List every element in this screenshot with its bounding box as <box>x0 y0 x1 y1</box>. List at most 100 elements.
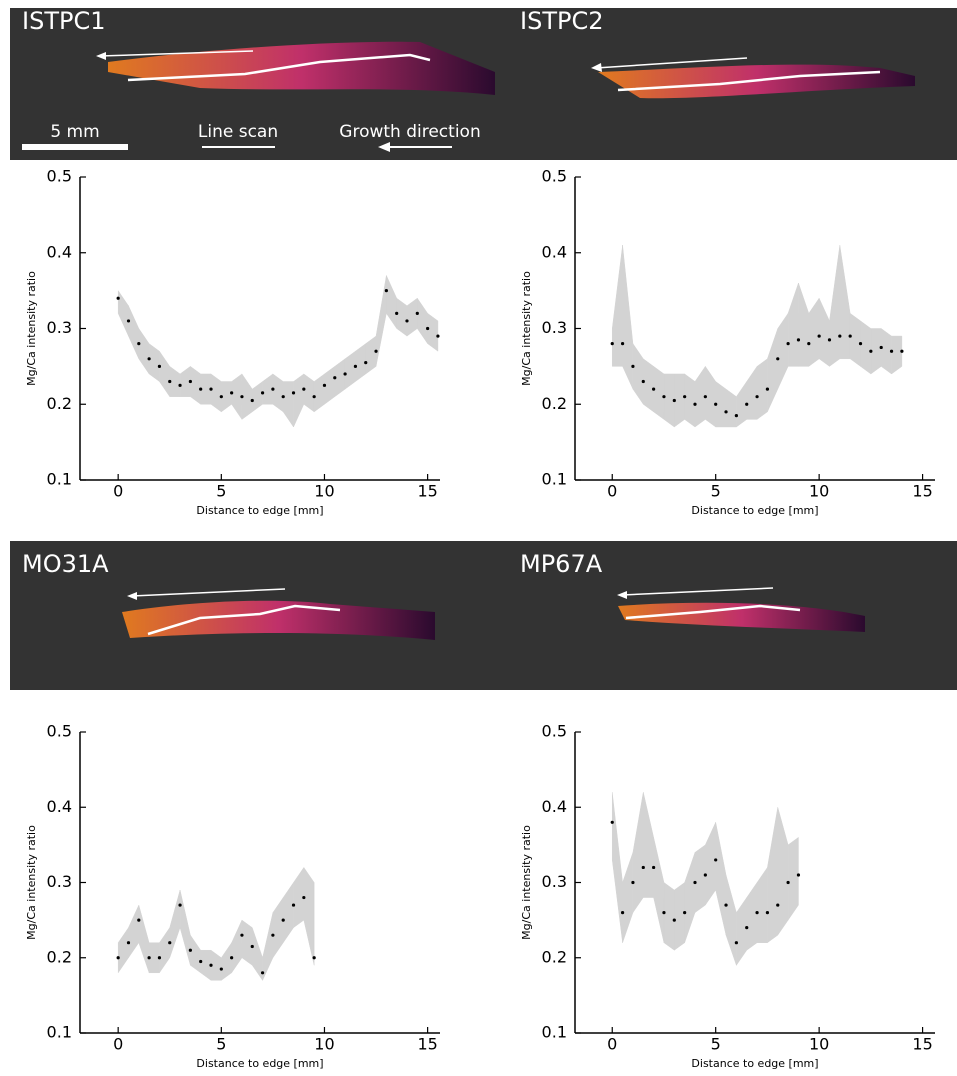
range-band <box>273 898 283 958</box>
data-point <box>787 881 790 884</box>
data-point <box>652 388 655 391</box>
data-point <box>137 919 140 922</box>
data-point <box>127 941 130 944</box>
range-band <box>345 351 355 389</box>
data-point <box>416 312 419 315</box>
range-band <box>850 313 860 366</box>
data-point <box>178 903 181 906</box>
x-tick-label: 0 <box>607 482 617 501</box>
scale-label: 5 mm <box>50 122 99 142</box>
x-tick-label: 15 <box>912 482 932 501</box>
range-band <box>788 283 798 366</box>
panel-title: ISTPC2 <box>520 7 603 35</box>
data-point <box>354 365 357 368</box>
data-point <box>900 350 903 353</box>
data-point <box>251 945 254 948</box>
x-tick-label: 10 <box>314 1035 334 1054</box>
data-point <box>797 873 800 876</box>
data-point <box>735 941 738 944</box>
data-point <box>251 399 254 402</box>
data-point <box>807 342 810 345</box>
data-point <box>168 941 171 944</box>
y-tick-label: 0.1 <box>47 470 72 489</box>
figure: 5 mm Line scan Growth direction ISTPC10.… <box>0 0 957 1076</box>
panel-title: ISTPC1 <box>22 7 105 35</box>
range-band <box>314 374 324 412</box>
data-point <box>880 346 883 349</box>
range-band <box>798 283 808 366</box>
range-band <box>304 374 314 412</box>
data-point <box>199 960 202 963</box>
data-point <box>735 414 738 417</box>
x-tick-label: 5 <box>711 1035 721 1054</box>
range-band <box>695 845 705 913</box>
range-band <box>612 245 622 366</box>
range-band <box>283 883 293 943</box>
range-band <box>819 298 829 366</box>
range-band <box>232 920 242 973</box>
data-point <box>673 399 676 402</box>
data-point <box>282 395 285 398</box>
range-band <box>664 883 674 951</box>
data-point <box>621 911 624 914</box>
x-tick-label: 15 <box>417 482 437 501</box>
range-band <box>736 898 746 966</box>
data-point <box>230 391 233 394</box>
range-band <box>283 382 293 427</box>
panel-title: MP67A <box>520 550 603 578</box>
data-point <box>642 866 645 869</box>
data-point <box>890 350 893 353</box>
data-point <box>220 395 223 398</box>
x-axis-label: Distance to edge [mm] <box>196 1057 323 1070</box>
data-point <box>292 903 295 906</box>
x-tick-label: 5 <box>216 482 226 501</box>
x-tick-label: 0 <box>113 482 123 501</box>
line-scan-label: Line scan <box>198 122 278 142</box>
data-point <box>385 289 388 292</box>
range-band <box>612 792 622 943</box>
range-band <box>159 351 169 396</box>
range-band <box>242 920 252 965</box>
y-tick-label: 0.5 <box>542 722 567 741</box>
data-point <box>282 919 285 922</box>
data-point <box>302 388 305 391</box>
data-point <box>787 342 790 345</box>
range-band <box>757 867 767 942</box>
range-band <box>829 245 839 366</box>
data-point <box>240 934 243 937</box>
range-band <box>139 329 149 374</box>
data-point <box>724 410 727 413</box>
range-band <box>376 275 386 366</box>
data-point <box>148 357 151 360</box>
y-tick-label: 0.5 <box>47 167 72 186</box>
y-tick-label: 0.3 <box>47 872 72 891</box>
x-tick-label: 5 <box>216 1035 226 1054</box>
data-point <box>405 319 408 322</box>
data-point <box>621 342 624 345</box>
data-point <box>838 334 841 337</box>
x-tick-label: 15 <box>912 1035 932 1054</box>
x-axis-label: Distance to edge [mm] <box>691 504 818 517</box>
y-axis-label: Mg/Ca intensity ratio <box>25 825 38 940</box>
range-band <box>747 366 757 419</box>
data-point <box>209 964 212 967</box>
data-point <box>755 911 758 914</box>
data-point <box>271 388 274 391</box>
range-band <box>366 336 376 374</box>
data-point <box>148 956 151 959</box>
range-band <box>170 890 180 958</box>
data-point <box>302 896 305 899</box>
x-tick-label: 15 <box>417 1035 437 1054</box>
data-point <box>137 342 140 345</box>
y-tick-label: 0.1 <box>47 1023 72 1042</box>
y-axis-label: Mg/Ca intensity ratio <box>25 271 38 386</box>
range-band <box>407 298 417 336</box>
range-band <box>767 329 777 412</box>
y-tick-label: 0.4 <box>542 797 567 816</box>
range-band <box>128 905 138 958</box>
range-band <box>840 245 850 359</box>
data-point <box>683 395 686 398</box>
y-tick-label: 0.1 <box>542 1023 567 1042</box>
y-tick-label: 0.5 <box>542 167 567 186</box>
data-point <box>127 319 130 322</box>
